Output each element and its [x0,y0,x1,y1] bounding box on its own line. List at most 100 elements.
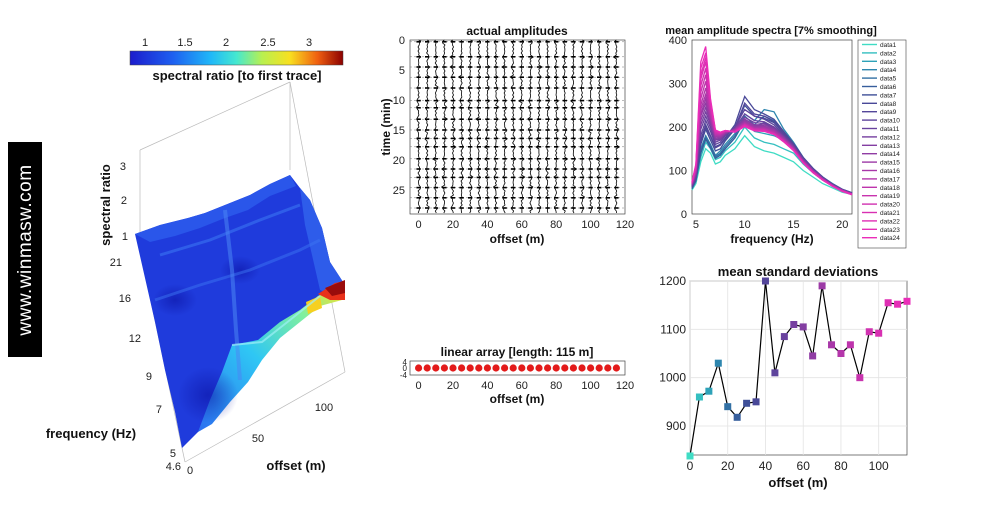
y-tick: 10 [393,95,405,107]
legend-label: data3 [880,59,897,66]
x-tick: 20 [721,459,735,473]
colorbar-tick: 3 [306,37,312,49]
x-axis-label: offset (m) [768,475,827,490]
y-tick: 0 [399,35,405,47]
chart-title: linear array [length: 115 m] [441,345,594,359]
plot-area [689,280,908,456]
std-marker [733,413,741,421]
mean-amplitude-spectra-chart: mean amplitude spectra [7% smoothing] 5 1… [665,25,907,249]
std-marker [809,352,817,360]
surface-xlabel: offset (m) [266,458,325,473]
std-marker [894,300,902,308]
surface-3d-chart: 1 1.5 2 2.5 3 spectral ratio [to first t… [46,37,346,477]
trace [501,39,508,214]
trace [527,39,535,214]
colorbar-tick: 1.5 [177,37,192,49]
legend-label: data7 [880,92,897,99]
std-marker [865,328,873,336]
x-tick: 80 [550,219,562,231]
legend-label: data14 [880,151,900,158]
y-tick: 300 [669,79,687,91]
y-tick: 100 [669,166,687,178]
receiver-marker [604,364,612,372]
legend-label: data4 [880,67,897,74]
markers [686,277,911,460]
markers [415,364,621,372]
x-tick: 40 [481,380,493,392]
x-axis-label: offset (m) [490,232,545,246]
std-marker [884,299,892,307]
actual-amplitudes-chart: actual amplitudes 0 20 40 60 80 100 120 0 5 10 15… [379,24,634,246]
traces [416,39,621,214]
chart-title: mean amplitude spectra [7% smoothing] [665,25,877,37]
x-axis-label: offset (m) [490,392,545,406]
y-tick: 1200 [659,274,686,288]
trace [509,39,517,214]
trace [449,39,457,214]
trace [440,39,449,214]
receiver-marker [544,364,552,372]
receiver-marker [578,364,586,372]
legend-label: data15 [880,160,900,167]
x-tick: 60 [516,219,528,231]
receiver-marker [492,364,500,372]
x-ticks: 0 20 40 60 80 100 120 [416,380,635,392]
x-tick: 60 [516,380,528,392]
surface-z-axis: 3 2 1 [120,161,128,243]
surface-mesh [135,175,345,448]
std-marker [846,341,854,349]
frequency-tick: 5 [170,448,176,460]
receiver-marker [458,364,466,372]
trace [553,39,560,214]
z-tick: 3 [120,161,126,173]
x-tick: 0 [416,219,422,231]
std-marker [695,393,703,401]
y-tick: 20 [393,155,405,167]
trace [483,39,491,214]
std-marker [705,387,713,395]
colorbar-tick: 2.5 [260,37,275,49]
trace [416,39,422,214]
legend-label: data17 [880,176,900,183]
trace [431,39,439,214]
legend-label: data21 [880,210,900,217]
trace [604,39,612,214]
receiver-marker [466,364,474,372]
legend-label: data1 [880,42,897,49]
y-ticks: 900 1000 1100 1200 [659,274,686,433]
x-tick: 5 [693,219,699,231]
z-tick: 2 [121,195,127,207]
watermark-text: www.winmasw.com [15,164,36,336]
x-tick: 60 [797,459,811,473]
trace [612,39,621,214]
watermark: www.winmasw.com [8,142,42,357]
receiver-marker [561,364,569,372]
receiver-marker [501,364,509,372]
series-line-data24 [691,46,853,196]
receiver-marker [440,364,448,372]
trace [535,39,543,214]
std-marker [837,350,845,357]
y-ticks: 0 5 10 15 20 25 [393,35,405,197]
x-ticks: 0 20 40 60 80 100 120 [416,219,635,231]
surface-frequency-axis: 21 16 12 9 7 5 4.6 [110,257,181,473]
colorbar-tick: 2 [223,37,229,49]
frequency-tick: 7 [156,404,162,416]
legend-label: data16 [880,168,900,175]
receiver-marker [475,364,483,372]
legend-label: data12 [880,134,900,141]
gridlines [689,280,907,455]
y-tick: 15 [393,125,405,137]
y-ticks: 0 100 200 300 400 [669,35,687,221]
x-tick: 40 [759,459,773,473]
receiver-marker [449,364,457,372]
std-marker [724,403,732,411]
series-line-data1 [691,134,853,196]
trace [492,39,500,214]
trace [467,39,474,214]
y-tick: 0 [403,364,408,373]
legend-label: data10 [880,118,900,125]
legend-label: data11 [880,126,900,133]
std-marker [780,333,788,341]
